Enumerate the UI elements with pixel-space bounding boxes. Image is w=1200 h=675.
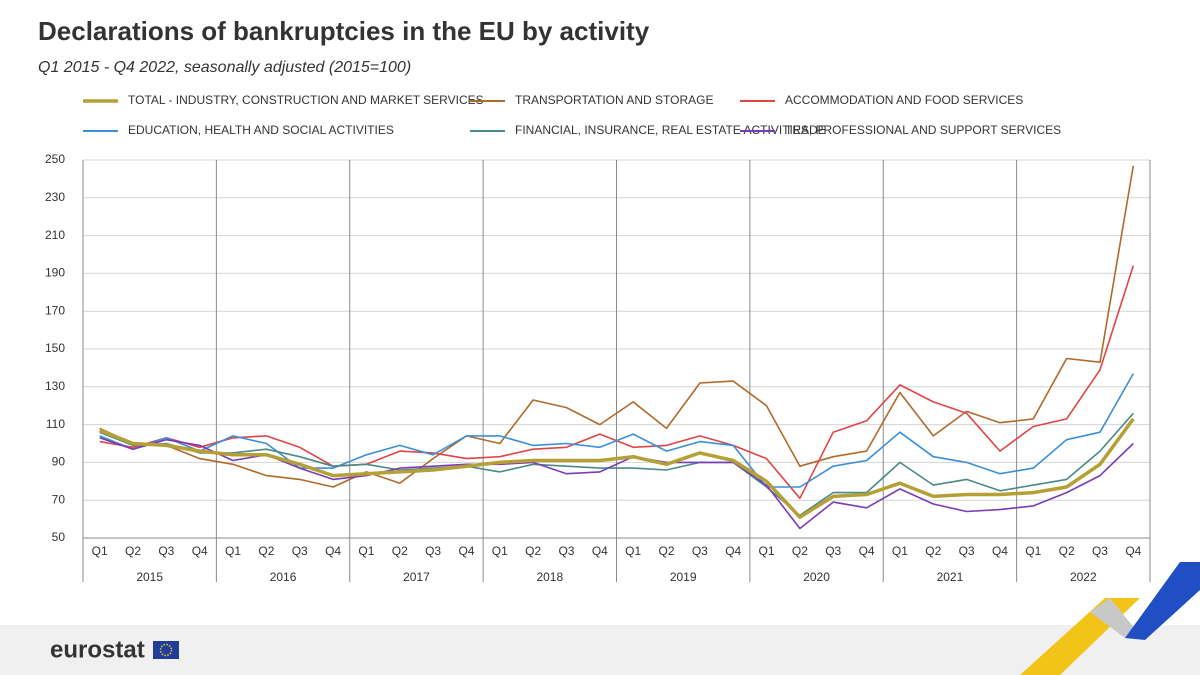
x-tick-label: Q1: [92, 544, 108, 558]
x-tick-label: Q3: [692, 544, 708, 558]
year-label: 2017: [403, 570, 430, 584]
x-tick-label: Q1: [1025, 544, 1041, 558]
year-label: 2019: [670, 570, 697, 584]
year-label: 2018: [536, 570, 563, 584]
x-tick-label: Q3: [959, 544, 975, 558]
x-tick-label: Q4: [725, 544, 741, 558]
y-tick-label: 230: [45, 190, 65, 204]
x-tick-label: Q2: [925, 544, 941, 558]
x-tick-label: Q4: [458, 544, 474, 558]
y-tick-label: 90: [52, 455, 66, 469]
x-tick-label: Q2: [1059, 544, 1075, 558]
x-tick-label: Q3: [558, 544, 574, 558]
x-tick-label: Q4: [192, 544, 208, 558]
series-line: [99, 412, 1134, 517]
x-tick-label: Q2: [125, 544, 141, 558]
x-tick-label: Q3: [1092, 544, 1108, 558]
x-tick-label: Q2: [392, 544, 408, 558]
x-tick-label: Q4: [592, 544, 608, 558]
x-tick-label: Q1: [225, 544, 241, 558]
legend-label: EDUCATION, HEALTH AND SOCIAL ACTIVITIES: [128, 123, 394, 137]
legend-label: TRANSPORTATION AND STORAGE: [515, 93, 713, 107]
x-tick-label: Q3: [425, 544, 441, 558]
year-label: 2016: [270, 570, 297, 584]
chart-subtitle: Q1 2015 - Q4 2022, seasonally adjusted (…: [38, 59, 411, 76]
x-tick-label: Q1: [625, 544, 641, 558]
series-line: [99, 373, 1134, 488]
decoration: [1125, 562, 1200, 640]
series-line: [99, 165, 1135, 488]
y-tick-label: 70: [52, 492, 66, 506]
x-tick-label: Q1: [358, 544, 374, 558]
x-tick-label: Q4: [859, 544, 875, 558]
y-tick-label: 210: [45, 228, 65, 242]
x-tick-label: Q3: [825, 544, 841, 558]
x-tick-label: Q3: [158, 544, 174, 558]
year-label: 2021: [937, 570, 964, 584]
x-tick-label: Q1: [892, 544, 908, 558]
x-tick-label: Q4: [325, 544, 341, 558]
legend-label: TRADE: [785, 123, 826, 137]
eu-flag: [153, 641, 179, 659]
x-tick-label: Q4: [992, 544, 1008, 558]
footer-band: [0, 625, 1200, 675]
year-label: 2020: [803, 570, 830, 584]
x-tick-label: Q2: [258, 544, 274, 558]
eu-stars: [159, 643, 173, 657]
legend-label: FINANCIAL, INSURANCE, REAL ESTATE ACTIVI…: [515, 123, 1061, 137]
x-tick-label: Q2: [792, 544, 808, 558]
y-tick-label: 250: [45, 152, 65, 166]
x-tick-label: Q2: [659, 544, 675, 558]
y-tick-label: 50: [52, 530, 66, 544]
legend-label: TOTAL - INDUSTRY, CONSTRUCTION AND MARKE…: [128, 93, 484, 107]
legend-label: ACCOMMODATION AND FOOD SERVICES: [785, 93, 1023, 107]
x-tick-label: Q4: [1125, 544, 1141, 558]
y-tick-label: 170: [45, 303, 65, 317]
y-tick-label: 190: [45, 266, 65, 280]
x-tick-label: Q1: [759, 544, 775, 558]
y-tick-label: 110: [46, 417, 65, 431]
brand-logo: eurostat: [50, 636, 145, 663]
decoration: [1090, 598, 1140, 638]
x-tick-label: Q3: [292, 544, 308, 558]
year-label: 2015: [136, 570, 163, 584]
x-tick-label: Q2: [525, 544, 541, 558]
chart-title: Declarations of bankruptcies in the EU b…: [38, 16, 650, 46]
year-label: 2022: [1070, 570, 1097, 584]
y-tick-label: 130: [45, 379, 65, 393]
y-tick-label: 150: [45, 341, 65, 355]
series-line: [99, 417, 1135, 519]
x-tick-label: Q1: [492, 544, 508, 558]
